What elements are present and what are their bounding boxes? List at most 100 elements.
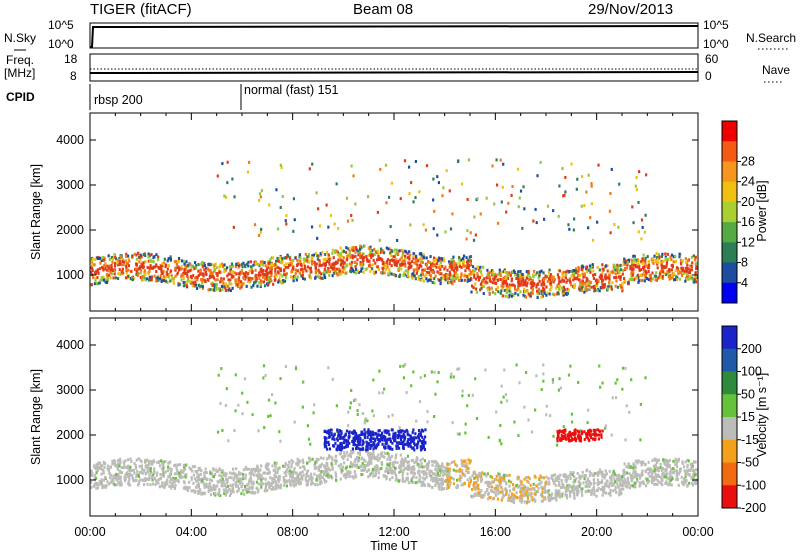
scatter-cell <box>588 174 590 177</box>
scatter-cell <box>581 289 583 292</box>
scatter-cell <box>457 160 459 163</box>
freq-strip-frame <box>90 54 698 81</box>
scatter-cell <box>415 255 417 258</box>
scatter-cell <box>554 479 556 482</box>
scatter-cell <box>331 458 333 461</box>
scatter-cell <box>115 473 117 476</box>
scatter-cell <box>453 478 455 481</box>
scatter-cell <box>453 460 455 463</box>
scatter-cell <box>581 491 583 494</box>
scatter-cell <box>302 277 304 280</box>
scatter-cell <box>248 486 250 489</box>
scatter-cell <box>125 265 127 268</box>
scatter-cell <box>425 465 427 468</box>
scatter-cell <box>194 277 196 280</box>
scatter-cell <box>380 271 382 274</box>
scatter-cell <box>505 488 507 491</box>
scatter-cell <box>494 292 496 295</box>
scatter-cell <box>335 479 337 482</box>
scatter-cell <box>127 269 129 272</box>
scatter-cell <box>438 181 440 184</box>
scatter-cell <box>304 265 306 268</box>
scatter-cell <box>593 486 595 489</box>
scatter-cell <box>624 472 626 475</box>
scatter-cell <box>425 229 427 232</box>
scatter-cell <box>308 475 310 478</box>
scatter-cell <box>113 276 115 279</box>
scatter-cell <box>585 490 587 493</box>
scatter-cell <box>529 294 531 297</box>
scatter-cell <box>440 277 442 280</box>
scatter-cell <box>632 462 634 465</box>
scatter-cell <box>297 263 299 266</box>
scatter-cell <box>517 281 519 284</box>
scatter-cell <box>424 459 426 462</box>
scatter-cell <box>419 459 421 462</box>
scatter-cell <box>415 481 417 484</box>
scatter-cell <box>377 454 379 457</box>
scatter-cell <box>647 472 649 475</box>
nsky-top-tick: 10^5 <box>48 18 74 32</box>
scatter-cell <box>693 254 695 257</box>
scatter-cell <box>387 247 389 250</box>
colorbar-tick-label: 8 <box>741 256 748 270</box>
scatter-cell <box>634 475 636 478</box>
scatter-cell <box>121 270 123 273</box>
scatter-cell <box>683 482 685 485</box>
scatter-cell <box>500 274 502 277</box>
scatter-cell <box>363 256 365 259</box>
scatter-cell <box>400 470 402 473</box>
scatter-cell <box>312 482 314 485</box>
scatter-cell <box>235 467 237 470</box>
scatter-cell <box>290 275 292 278</box>
scatter-cell <box>642 266 644 269</box>
scatter-cell <box>419 478 421 481</box>
scatter-cell <box>623 484 625 487</box>
scatter-cell <box>409 254 411 257</box>
scatter-cell <box>674 255 676 258</box>
scatter-cell <box>565 292 567 295</box>
scatter-cell <box>194 261 196 264</box>
scatter-cell <box>596 221 598 224</box>
scatter-cell <box>497 290 499 293</box>
scatter-cell <box>257 490 259 493</box>
scatter-cell <box>400 454 402 457</box>
scatter-cell <box>545 294 547 297</box>
scatter-cell <box>658 255 660 258</box>
scatter-cell <box>645 270 647 273</box>
scatter-cell <box>662 270 664 273</box>
scatter-cell <box>149 276 151 279</box>
scatter-cell <box>244 477 246 480</box>
scatter-cell <box>462 472 464 475</box>
scatter-cell <box>354 470 356 473</box>
scatter-cell <box>129 469 131 472</box>
scatter-cell <box>672 264 674 267</box>
scatter-cell <box>519 496 521 499</box>
scatter-cell <box>385 201 387 204</box>
scatter-cell <box>473 239 475 242</box>
scatter-cell <box>208 490 210 493</box>
nave-bottom-tick: 0 <box>705 69 712 83</box>
scatter-cell <box>231 271 233 274</box>
scatter-cell <box>596 289 598 292</box>
scatter-cell <box>593 493 595 496</box>
scatter-cell <box>385 164 387 167</box>
scatter-cell <box>127 458 129 461</box>
scatter-cell <box>144 260 146 263</box>
scatter-cell <box>345 271 347 274</box>
scatter-cell <box>687 259 689 262</box>
scatter-cell <box>627 261 629 264</box>
scatter-cell <box>330 462 332 465</box>
scatter-cell <box>104 462 106 465</box>
scatter-cell <box>221 469 223 472</box>
scatter-cell <box>449 480 451 483</box>
scatter-cell <box>319 224 321 227</box>
scatter-cell <box>487 484 489 487</box>
scatter-cell <box>517 293 519 296</box>
scatter-cell <box>212 272 214 275</box>
scatter-cell <box>404 265 406 268</box>
scatter-cell <box>295 272 297 275</box>
scatter-cell <box>292 230 294 233</box>
scatter-cell <box>554 473 556 476</box>
scatter-cell <box>157 279 159 282</box>
